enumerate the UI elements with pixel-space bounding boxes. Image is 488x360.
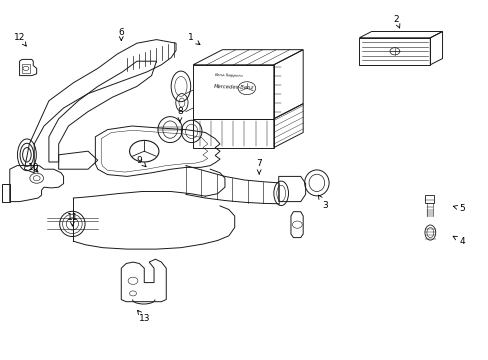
Bar (425, 195, 433, 203)
Text: 5: 5 (452, 204, 464, 213)
Text: 1: 1 (187, 33, 200, 45)
Text: 10: 10 (27, 163, 39, 172)
Text: 7: 7 (256, 159, 262, 174)
Text: Mercedes-Benz: Mercedes-Benz (213, 84, 253, 90)
Text: 9: 9 (136, 156, 146, 167)
Text: 3: 3 (318, 195, 327, 210)
Text: 11: 11 (66, 213, 78, 226)
Text: Benz-Sapporo: Benz-Sapporo (214, 73, 243, 78)
Text: 2: 2 (392, 15, 399, 28)
Text: 13: 13 (137, 310, 150, 323)
Bar (21, 64, 30, 73)
Text: 8: 8 (177, 107, 183, 122)
Text: 12: 12 (14, 33, 26, 46)
Text: 6: 6 (118, 28, 124, 40)
Bar (359, 38, 429, 65)
Text: 4: 4 (452, 236, 464, 246)
